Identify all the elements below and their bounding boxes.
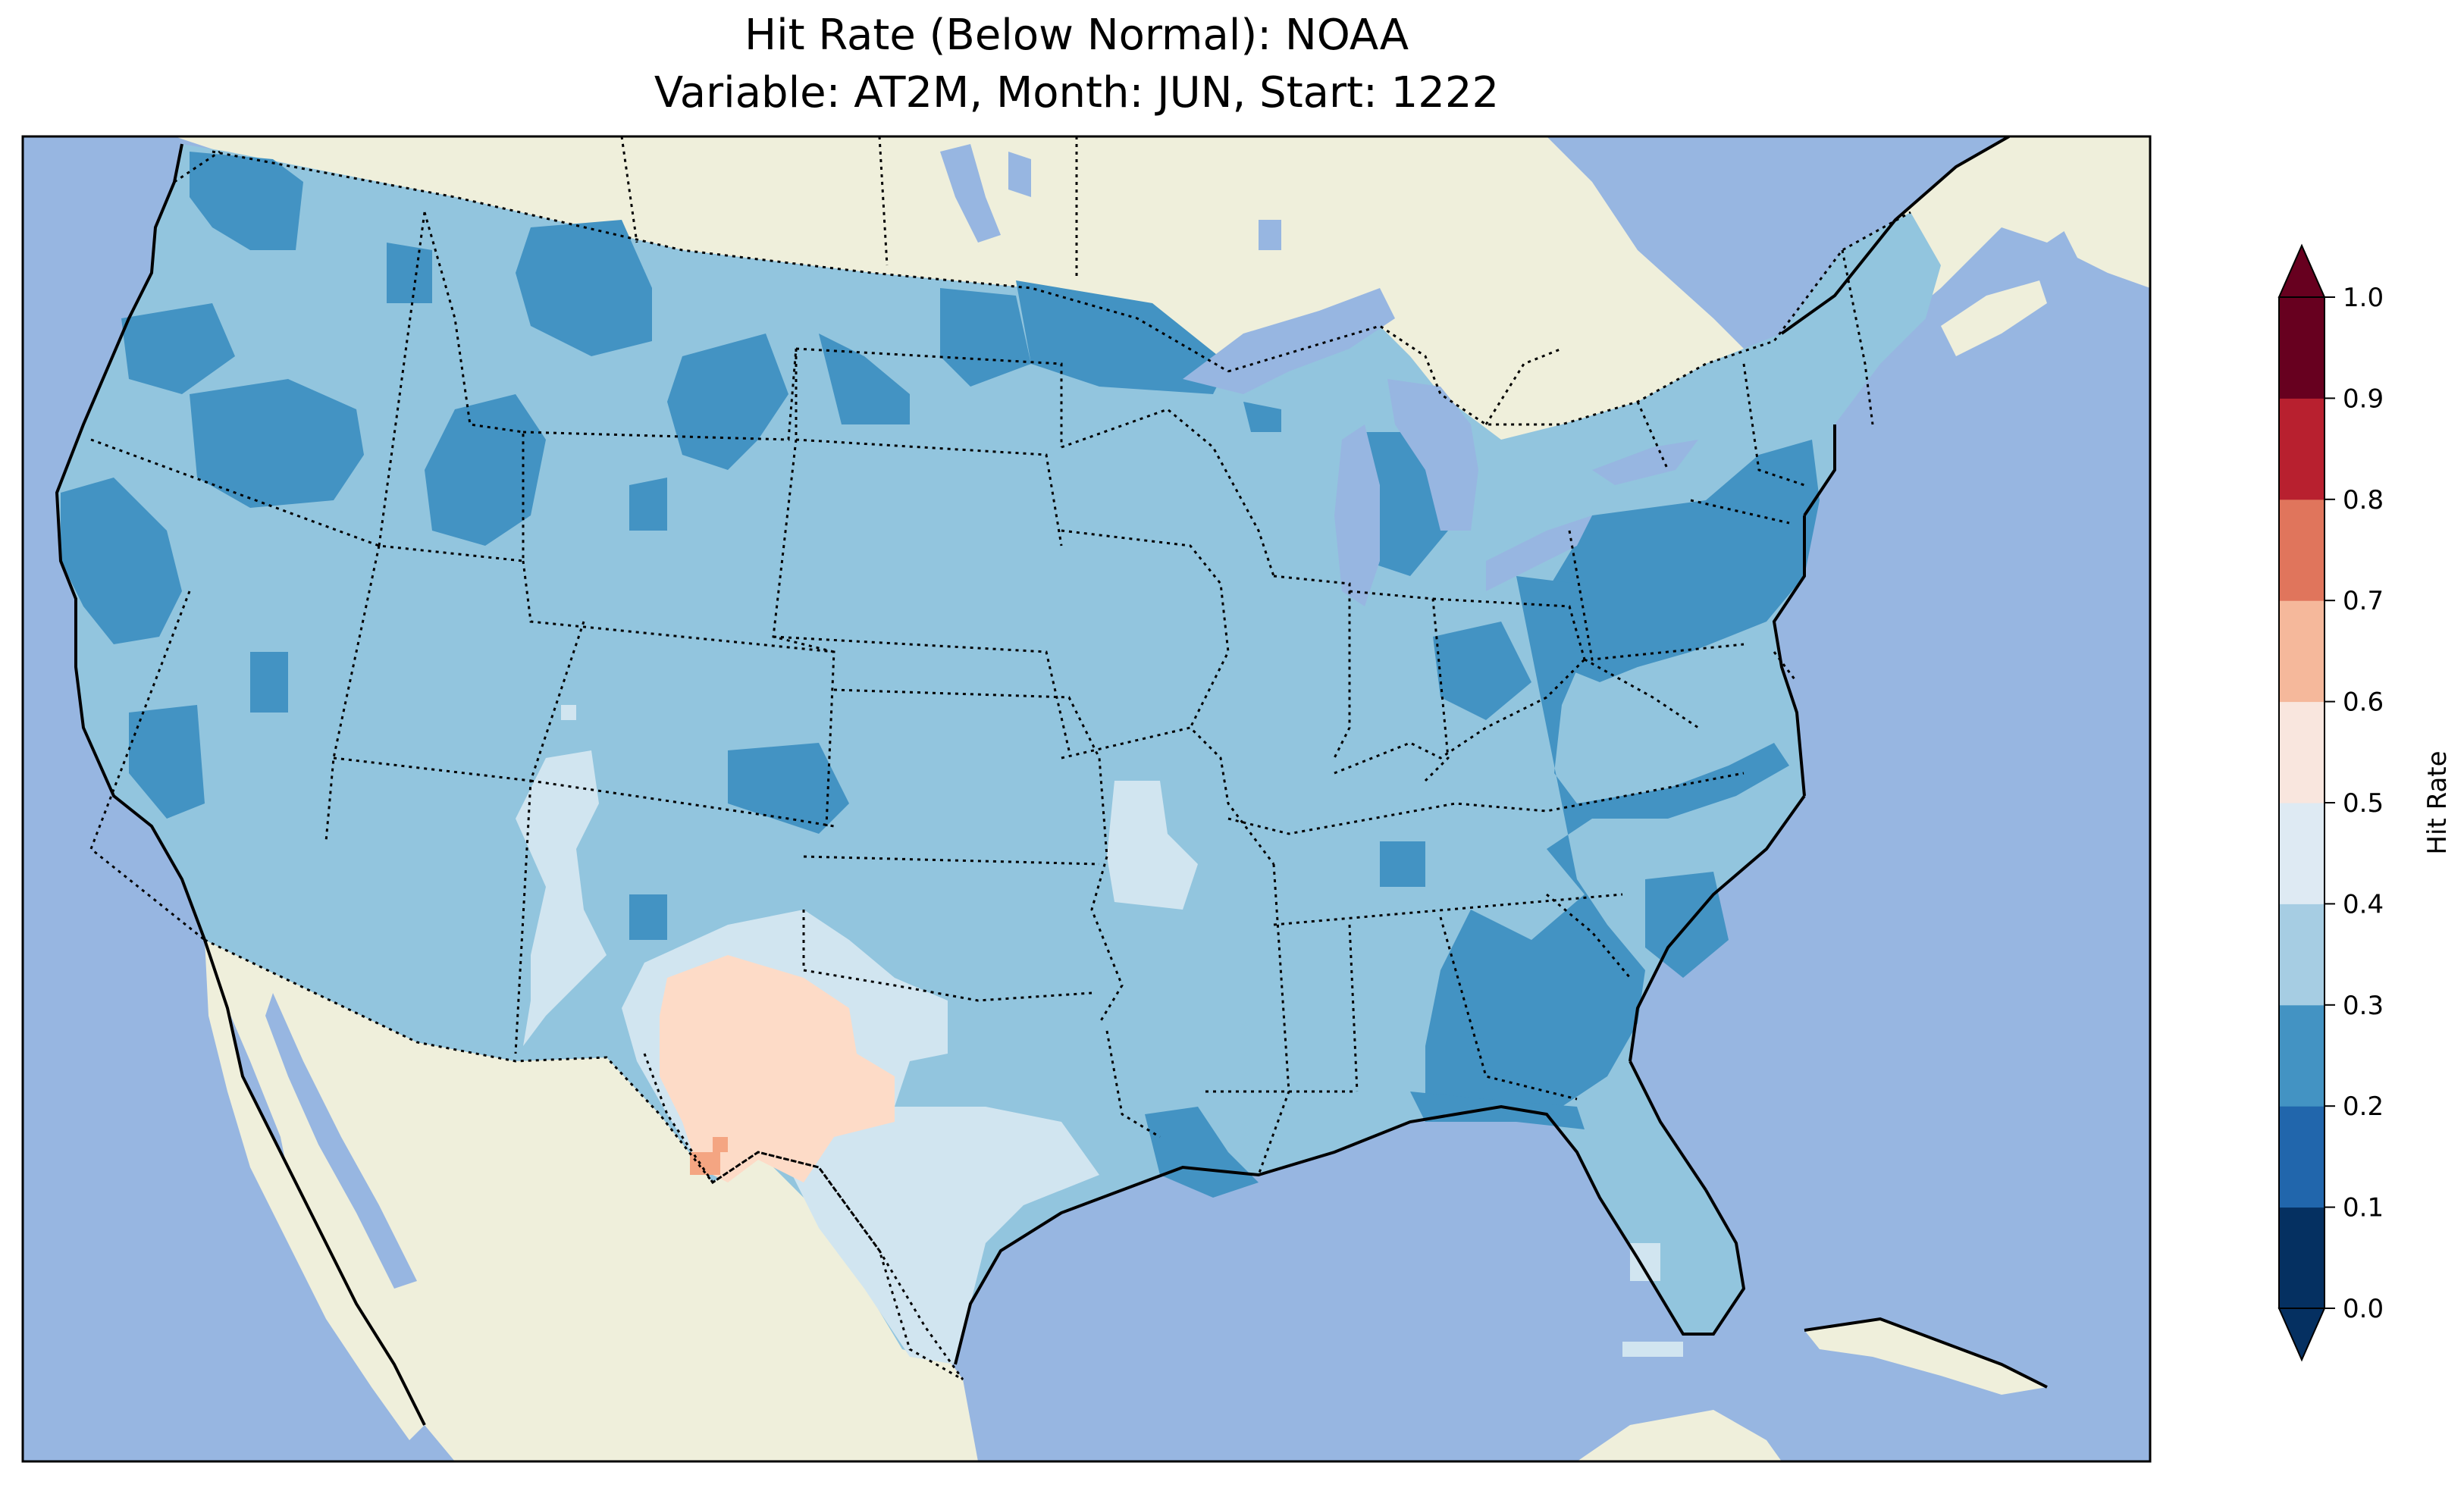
colorbar-extend-min <box>2277 1308 2326 1362</box>
chart-subtitle: Variable: AT2M, Month: JUN, Start: 1222 <box>654 68 1500 117</box>
colorbar-tick-label: 0.4 <box>2343 889 2384 919</box>
colorbar-tick-label: 0.8 <box>2343 485 2384 515</box>
yucatan-land <box>1577 1410 1782 1461</box>
mexico-land <box>205 940 978 1461</box>
map-frame <box>21 135 2152 1463</box>
coastlines <box>55 136 2048 1426</box>
chart-title: Hit Rate (Below Normal): NOAA <box>744 11 1409 60</box>
colorbar-tick-label: 0.2 <box>2343 1092 2384 1122</box>
state-borders <box>89 150 1874 1381</box>
hit-rate-0.2-0.3 <box>61 152 1820 1198</box>
colorbar-segment <box>2279 1004 2324 1107</box>
colorbar-segment <box>2279 499 2324 601</box>
colorbar-segment <box>2279 701 2324 803</box>
colorbar-tick-label: 0.3 <box>2343 991 2384 1021</box>
country-borders <box>204 136 1911 1380</box>
colorbar-segment <box>2279 297 2324 399</box>
cuba-land <box>1804 1319 2047 1395</box>
colorbar: 0.0 0.1 0.2 0.3 0.4 0.5 0.6 0.7 0.8 0.9 1.0 Hit Rat… <box>2277 243 2453 1362</box>
colorbar-segment <box>2279 904 2324 1006</box>
colorbar-extend-max <box>2277 243 2326 298</box>
colorbar-tick-label: 0.1 <box>2343 1193 2384 1223</box>
baja-california-land <box>205 940 425 1440</box>
colorbar-segment <box>2279 600 2324 703</box>
colorbar-segment <box>2279 1106 2324 1208</box>
colorbar-tick-label: 0.7 <box>2343 586 2384 616</box>
colorbar-segment <box>2279 803 2324 904</box>
gulf-of-california <box>265 993 417 1289</box>
canada-land <box>174 136 2150 576</box>
hit-rate-0.5-0.6 <box>660 955 895 1182</box>
canadian-lakes <box>940 144 1789 250</box>
colorbar-tick-label: 0.6 <box>2343 687 2384 718</box>
hit-rate-0.6-0.7 <box>690 1137 728 1175</box>
colorbar-tick-label: 0.0 <box>2343 1294 2384 1324</box>
map-panel <box>23 136 2150 1461</box>
colorbar-tick-label: 1.0 <box>2343 283 2384 313</box>
colorbar-segment <box>2279 1207 2324 1309</box>
colorbar-tick-label: 0.9 <box>2343 384 2384 414</box>
newfoundland-land <box>2062 167 2150 288</box>
nova-scotia-land <box>1941 280 2047 356</box>
colorbar-tick-label: 0.5 <box>2343 788 2384 819</box>
colorbar-segment <box>2279 398 2324 500</box>
colorbar-label: Hit Rate <box>2422 750 2453 854</box>
great-lakes <box>1183 288 1698 606</box>
